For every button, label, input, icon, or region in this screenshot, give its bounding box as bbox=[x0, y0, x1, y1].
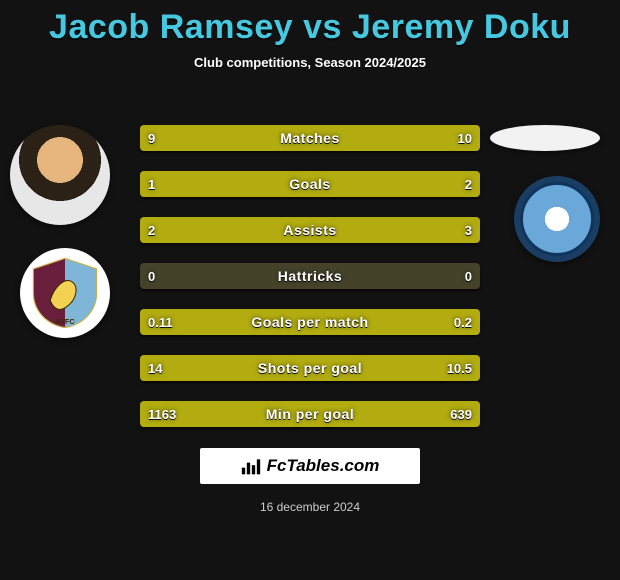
dateline: 16 december 2024 bbox=[0, 500, 620, 514]
stat-label: Assists bbox=[140, 217, 480, 243]
stat-row: 00Hattricks bbox=[140, 263, 480, 289]
stat-row: 910Matches bbox=[140, 125, 480, 151]
watermark-text: FcTables.com bbox=[267, 456, 380, 476]
stat-row: 1163639Min per goal bbox=[140, 401, 480, 427]
stat-row: 0.110.2Goals per match bbox=[140, 309, 480, 335]
avfc-crest-icon: AVFC bbox=[28, 256, 102, 330]
stat-row: 1410.5Shots per goal bbox=[140, 355, 480, 381]
stat-row: 12Goals bbox=[140, 171, 480, 197]
stat-row: 23Assists bbox=[140, 217, 480, 243]
comparison-bars: 910Matches 12Goals 23Assists 00Hattricks 0.1… bbox=[140, 125, 480, 447]
stat-label: Matches bbox=[140, 125, 480, 151]
stat-label: Shots per goal bbox=[140, 355, 480, 381]
watermark: FcTables.com bbox=[200, 448, 420, 484]
page-title: Jacob Ramsey vs Jeremy Doku bbox=[0, 0, 620, 47]
right-club-badge bbox=[514, 176, 600, 262]
page-subtitle: Club competitions, Season 2024/2025 bbox=[0, 55, 620, 70]
stat-label: Min per goal bbox=[140, 401, 480, 427]
stat-label: Goals per match bbox=[140, 309, 480, 335]
right-player-photo-placeholder bbox=[490, 125, 600, 151]
stat-label: Hattricks bbox=[140, 263, 480, 289]
left-player-photo bbox=[10, 125, 110, 225]
bars-icon bbox=[241, 456, 261, 476]
svg-text:AVFC: AVFC bbox=[55, 317, 75, 326]
stat-label: Goals bbox=[140, 171, 480, 197]
left-club-badge: AVFC bbox=[20, 248, 110, 338]
